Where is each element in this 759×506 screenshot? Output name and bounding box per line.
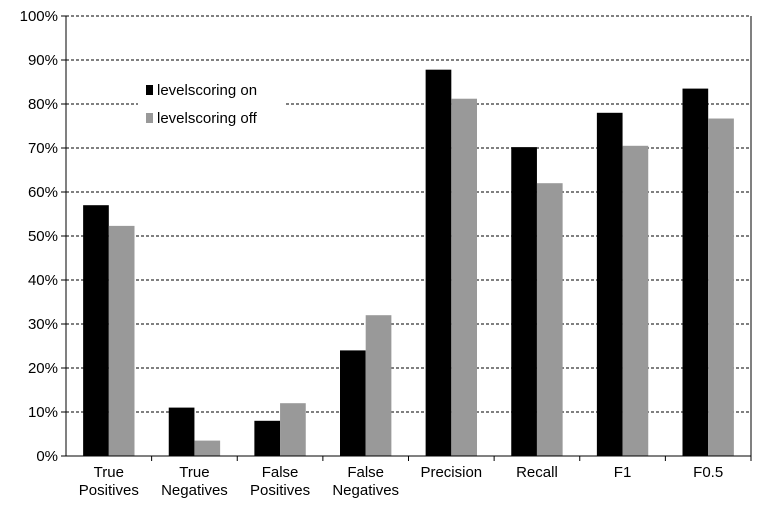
- legend-label: levelscoring off: [157, 110, 258, 127]
- bar-levelscoring-on: [254, 420, 281, 456]
- legend-label: levelscoring on: [157, 82, 257, 99]
- y-tick-label: 70%: [28, 140, 58, 157]
- bar-levelscoring-on: [596, 112, 623, 457]
- y-tick-label: 50%: [28, 228, 58, 245]
- legend-swatch: [146, 85, 153, 95]
- x-tick-label: True Negatives: [161, 464, 228, 499]
- x-tick-label: False Positives: [250, 464, 310, 499]
- x-tick-label: Recall: [516, 464, 558, 481]
- x-axis-labels: True Positives True Negatives False Positives…: [79, 464, 723, 499]
- bar-levelscoring-on: [168, 407, 195, 456]
- bar-levelscoring-off: [280, 403, 306, 456]
- bar-levelscoring-off: [708, 118, 734, 457]
- y-tick-label: 20%: [28, 360, 58, 377]
- y-axis-ticks: 0% 10% 20% 30% 40% 50% 60% 70% 80% 90% 100%: [20, 8, 66, 465]
- x-tick-label: False Negatives: [332, 464, 399, 499]
- bar-levelscoring-on: [511, 147, 537, 456]
- x-tick-label: F1: [614, 464, 632, 481]
- bar-levelscoring-on: [425, 69, 452, 457]
- y-tick-label: 90%: [28, 52, 58, 69]
- bar-levelscoring-on: [340, 350, 366, 456]
- axes: [65, 16, 752, 461]
- bar-levelscoring-on: [682, 88, 709, 456]
- bar-levelscoring-off: [622, 145, 649, 457]
- x-tick-label: True Positives: [79, 464, 139, 499]
- bar-levelscoring-off: [451, 98, 477, 456]
- bar-levelscoring-on: [83, 205, 109, 456]
- legend-box: [138, 75, 286, 139]
- y-tick-label: 60%: [28, 184, 58, 201]
- y-tick-label: 40%: [28, 272, 58, 289]
- bar-levelscoring-off: [194, 440, 221, 456]
- legend-swatch: [146, 113, 153, 123]
- y-tick-label: 100%: [20, 8, 58, 25]
- y-tick-label: 80%: [28, 96, 58, 113]
- bar-levelscoring-off: [365, 315, 392, 456]
- bar-levelscoring-off: [536, 183, 563, 456]
- y-tick-label: 0%: [36, 448, 58, 465]
- legend: levelscoring on levelscoring off: [138, 75, 286, 139]
- bars: [83, 69, 734, 457]
- x-tick-label: Precision: [420, 464, 482, 481]
- bar-levelscoring-off: [108, 225, 135, 456]
- y-tick-label: 30%: [28, 316, 58, 333]
- x-tick-label: F0.5: [693, 464, 723, 481]
- y-tick-label: 10%: [28, 404, 58, 421]
